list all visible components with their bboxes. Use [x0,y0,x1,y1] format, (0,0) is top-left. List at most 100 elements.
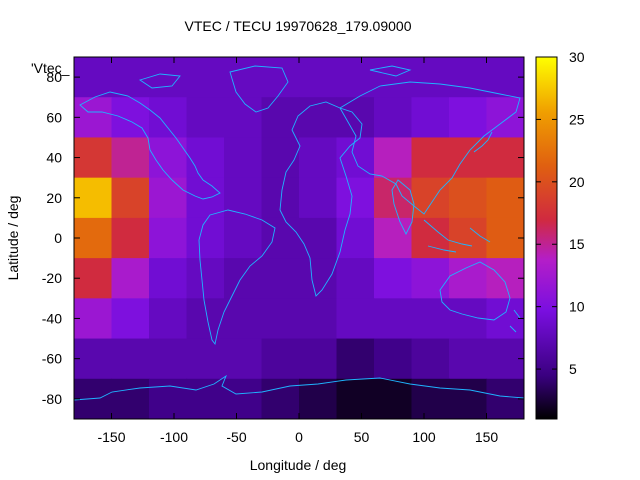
heat-cell [486,217,524,259]
coastline-australia [439,261,511,321]
colorbar [535,56,558,420]
heat-cell [186,338,225,380]
y-tick-label: -20 [42,270,62,286]
heat-cell [411,137,450,179]
heat-cell [74,97,113,139]
heat-cell [111,298,150,340]
heat-cell [149,57,188,98]
heat-cell [411,298,450,340]
coastline-new-zealand [509,309,521,333]
heat-cell [449,137,488,179]
y-tick-label: 60 [46,109,62,125]
heat-cell [336,217,375,259]
heat-cell [299,338,338,380]
y-tick-label: -80 [42,391,62,407]
y-tick-label: -40 [42,310,62,326]
heat-cell [374,338,413,380]
heat-cell [411,57,450,98]
heat-cell [224,378,263,419]
heat-cell [336,258,375,299]
heat-cell [149,258,188,299]
key-label: 'Vtec_ [31,60,70,76]
heat-cell [449,258,488,299]
heat-cell [374,57,413,98]
heat-cell [224,97,263,139]
heat-cell [74,137,113,179]
x-axis-label: Longitude / deg [250,457,347,473]
heat-cell [261,258,300,299]
heat-cell [486,378,524,419]
heat-cell [299,57,338,98]
heat-cell [449,378,488,419]
coastline-japan [473,131,493,153]
x-axis: -150 -100 -50 0 50 100 150 [97,57,498,445]
heat-cell [411,177,450,219]
heat-cell [336,57,375,98]
heat-cell [336,137,375,179]
heat-cell [261,338,300,380]
heat-cell [111,338,150,380]
x-tick-label: 0 [295,429,303,445]
heat-cell [149,298,188,340]
heat-cell [374,97,413,139]
heat-cell [486,177,524,219]
colorbar-tick-label: 30 [569,49,585,65]
coastline-greenland [229,65,289,113]
heat-cell [149,217,188,259]
heat-cell [111,258,150,299]
y-tick-label: 40 [46,150,62,166]
heat-cell [336,338,375,380]
heat-cell [149,378,188,419]
heat-cell [486,258,524,299]
heat-cell [299,177,338,219]
heat-cell [486,137,524,179]
colorbar-tick-label: 5 [569,361,577,377]
heat-cell [411,97,450,139]
heat-cell [374,298,413,340]
colorbar-tick-label: 25 [569,111,585,127]
heat-cell [411,338,450,380]
heat-cell [224,258,263,299]
heat-cell [149,177,188,219]
heat-cell [299,97,338,139]
heat-cell [111,57,150,98]
heat-cell [111,217,150,259]
coastline-antarctica [74,374,524,401]
heat-cell [261,378,300,419]
heat-cell [449,338,488,380]
heat-cell [299,298,338,340]
x-tick-label: -50 [226,429,246,445]
y-axis: -80 -60 -40 -20 0 20 40 60 80 [42,69,524,407]
heat-cell [261,217,300,259]
heat-cell [74,177,113,219]
heat-cell [336,298,375,340]
x-tick-label: -150 [97,429,125,445]
heat-cell [261,97,300,139]
heat-cell [374,217,413,259]
heat-cell [299,217,338,259]
heat-cell [411,217,450,259]
heat-cell [74,217,113,259]
heat-cell [111,97,150,139]
heat-cell [224,338,263,380]
heat-cell [374,137,413,179]
heat-cell [449,97,488,139]
coastline-asia [339,81,521,215]
heat-cell [74,57,113,98]
heat-cell [336,97,375,139]
y-axis-label: Latitude / deg [5,196,21,281]
heat-cell [186,298,225,340]
colorbar-axis: 5 10 15 20 25 30 [536,49,585,377]
heat-cell [449,177,488,219]
heat-cell [111,137,150,179]
chart-title: VTEC / TECU 19970628_179.09000 [184,18,411,34]
heat-cell [224,57,263,98]
coastlines [74,65,524,401]
x-tick-label: 150 [475,429,499,445]
heat-cell [299,137,338,179]
coastline-north-america [79,91,221,200]
heat-cell [224,137,263,179]
y-tick-label: -60 [42,351,62,367]
y-tick-label: 0 [54,230,62,246]
